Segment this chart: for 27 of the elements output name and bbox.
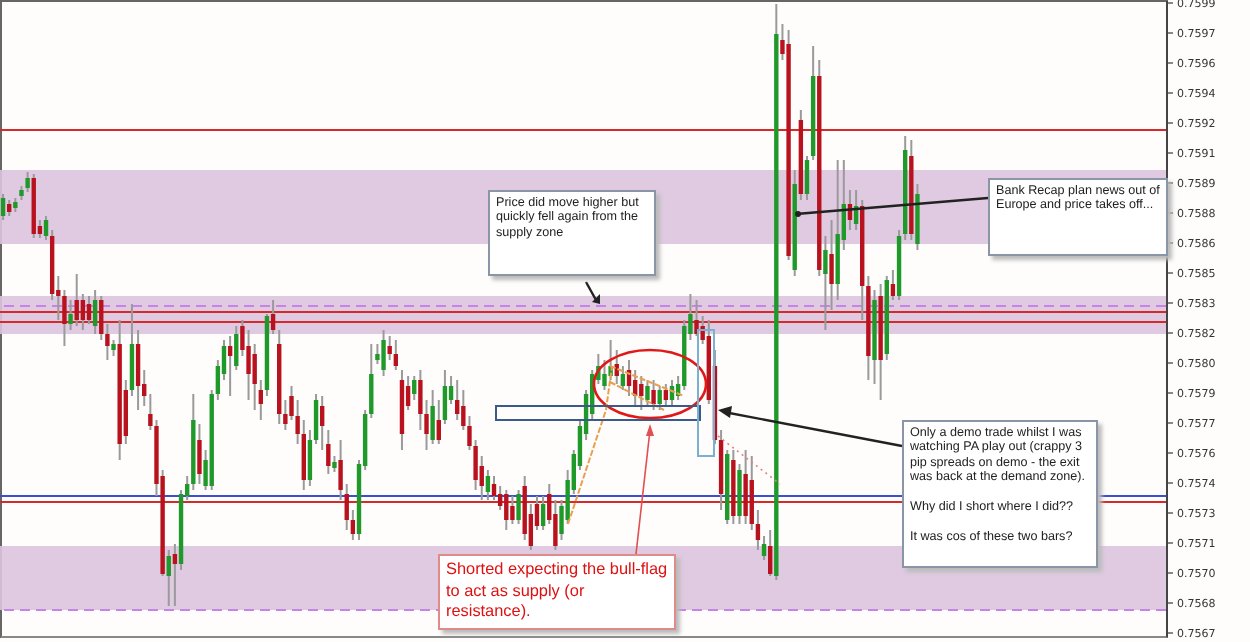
candlestick <box>430 389 435 445</box>
candlestick <box>74 273 79 327</box>
candlestick <box>0 193 6 221</box>
callout-box: Shorted expecting the bull-flag to act as supply (or resistance). <box>438 554 676 629</box>
candlestick <box>381 329 386 377</box>
candlestick <box>25 171 30 193</box>
candlestick <box>694 299 699 337</box>
candlestick <box>657 385 662 411</box>
candlestick <box>510 495 515 525</box>
candlestick <box>743 449 748 525</box>
candlestick <box>504 489 509 531</box>
candlestick <box>651 379 656 411</box>
candlestick <box>172 543 178 607</box>
candlestick <box>767 529 773 577</box>
candlestick <box>92 289 98 335</box>
candlestick <box>135 329 141 411</box>
candlestick <box>639 375 644 411</box>
candlestick <box>80 293 86 331</box>
candlestick <box>393 339 399 371</box>
candlestick <box>516 489 521 525</box>
candlestick <box>890 269 896 301</box>
candlestick <box>86 295 92 325</box>
candlestick <box>645 379 650 407</box>
candlestick <box>804 155 810 201</box>
candlestick <box>197 423 202 485</box>
candlestick <box>663 383 669 407</box>
candlestick <box>227 335 233 397</box>
